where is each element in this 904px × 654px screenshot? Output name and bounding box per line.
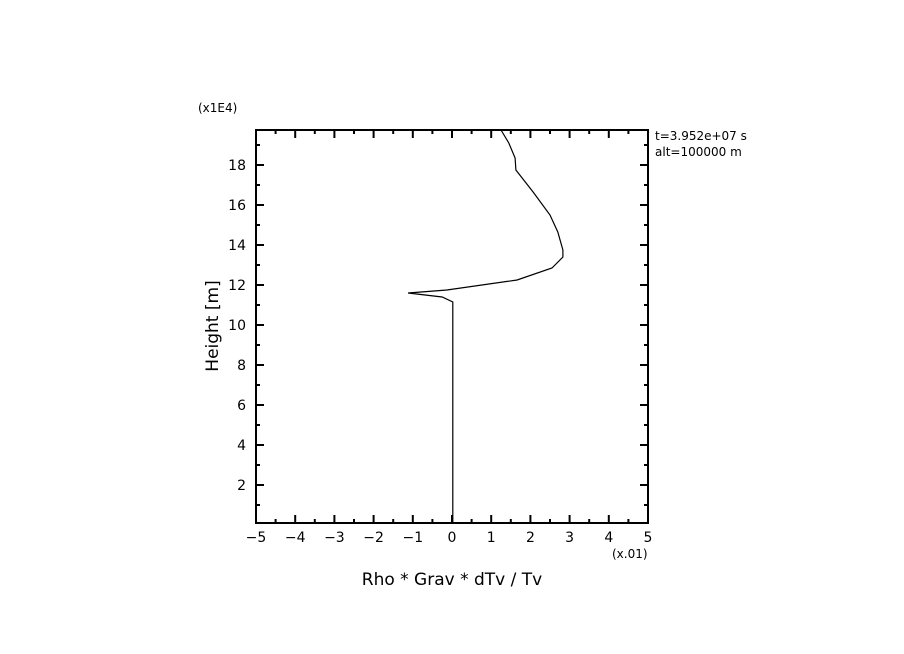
x-tick-label: 4 <box>604 530 613 546</box>
y-tick-labels: 2 4 6 8 10 12 14 16 18 <box>228 158 246 494</box>
plot-frame <box>255 129 649 524</box>
y-tick-label: 12 <box>228 278 246 294</box>
y-tick-label: 8 <box>237 358 246 374</box>
y-tick-label: 6 <box>237 398 246 414</box>
x-tick-labels: −5 −4 −3 −2 −1 0 1 2 3 4 5 <box>246 530 653 546</box>
x-multiplier: (x.01) <box>612 547 648 561</box>
axis-ticks <box>255 130 649 523</box>
y-tick-label: 10 <box>228 318 246 334</box>
y-axis-label: Height [m] <box>203 280 223 371</box>
annotation-altitude: alt=100000 m <box>655 145 742 159</box>
y-tick-label: 2 <box>237 478 246 494</box>
x-tick-label: −1 <box>402 530 423 546</box>
y-multiplier: (x1E4) <box>198 101 237 115</box>
x-tick-label: −3 <box>324 530 345 546</box>
y-tick-label: 4 <box>237 438 246 454</box>
y-tick-label: 16 <box>228 198 246 214</box>
x-tick-label: 5 <box>644 530 653 546</box>
y-tick-label: 14 <box>228 238 246 254</box>
annotation-time: t=3.952e+07 s <box>655 129 747 143</box>
x-tick-label: −4 <box>285 530 306 546</box>
x-tick-label: −5 <box>246 530 267 546</box>
x-tick-label: 3 <box>565 530 574 546</box>
x-tick-label: 2 <box>526 530 535 546</box>
x-axis-label: Rho * Grav * dTv / Tv <box>362 570 542 590</box>
y-tick-label: 18 <box>228 158 246 174</box>
x-tick-label: 0 <box>448 530 457 546</box>
series-line <box>408 129 564 523</box>
x-tick-label: 1 <box>487 530 496 546</box>
x-tick-label: −2 <box>363 530 384 546</box>
